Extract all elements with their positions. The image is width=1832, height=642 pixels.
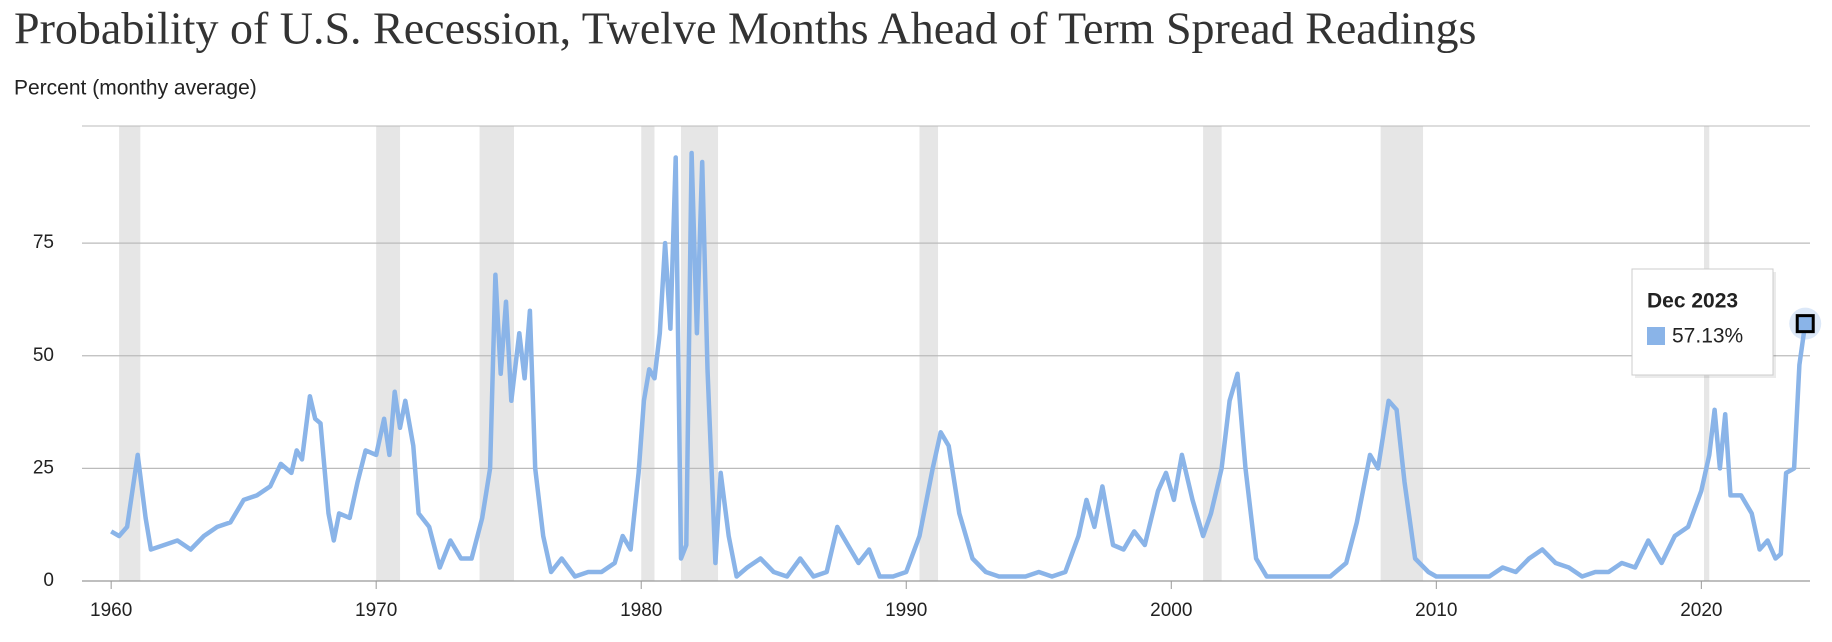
recession-band — [1203, 126, 1222, 581]
tooltip-value: 57.13% — [1672, 325, 1743, 348]
tooltip-label: Dec 2023 — [1647, 290, 1738, 313]
x-tick-label: 1960 — [90, 600, 132, 621]
y-tick-label: 0 — [43, 570, 54, 591]
x-tick-label: 1990 — [885, 600, 927, 621]
x-tick-label: 2010 — [1415, 600, 1457, 621]
recession-band — [376, 126, 401, 581]
line-series — [110, 150, 1808, 579]
x-tick-label: 2000 — [1150, 600, 1192, 621]
chart-subtitle: Percent (monthy average) — [14, 77, 257, 100]
recession-band — [1380, 126, 1424, 581]
x-tick-label: 1970 — [355, 600, 397, 621]
highlight-marker — [1795, 314, 1815, 334]
chart-title: Probability of U.S. Recession, Twelve Mo… — [14, 3, 1476, 54]
tooltip-swatch — [1647, 327, 1665, 345]
y-tick-label: 50 — [33, 345, 54, 366]
x-tick-label: 1980 — [620, 600, 662, 621]
y-tick-label: 25 — [33, 457, 54, 478]
x-tick-label: 2020 — [1680, 600, 1722, 621]
tooltip: Dec 2023 57.13% — [1631, 268, 1776, 378]
recession-band — [641, 126, 655, 581]
tooltip-box — [1631, 268, 1774, 376]
y-tick-label: 75 — [33, 232, 54, 253]
